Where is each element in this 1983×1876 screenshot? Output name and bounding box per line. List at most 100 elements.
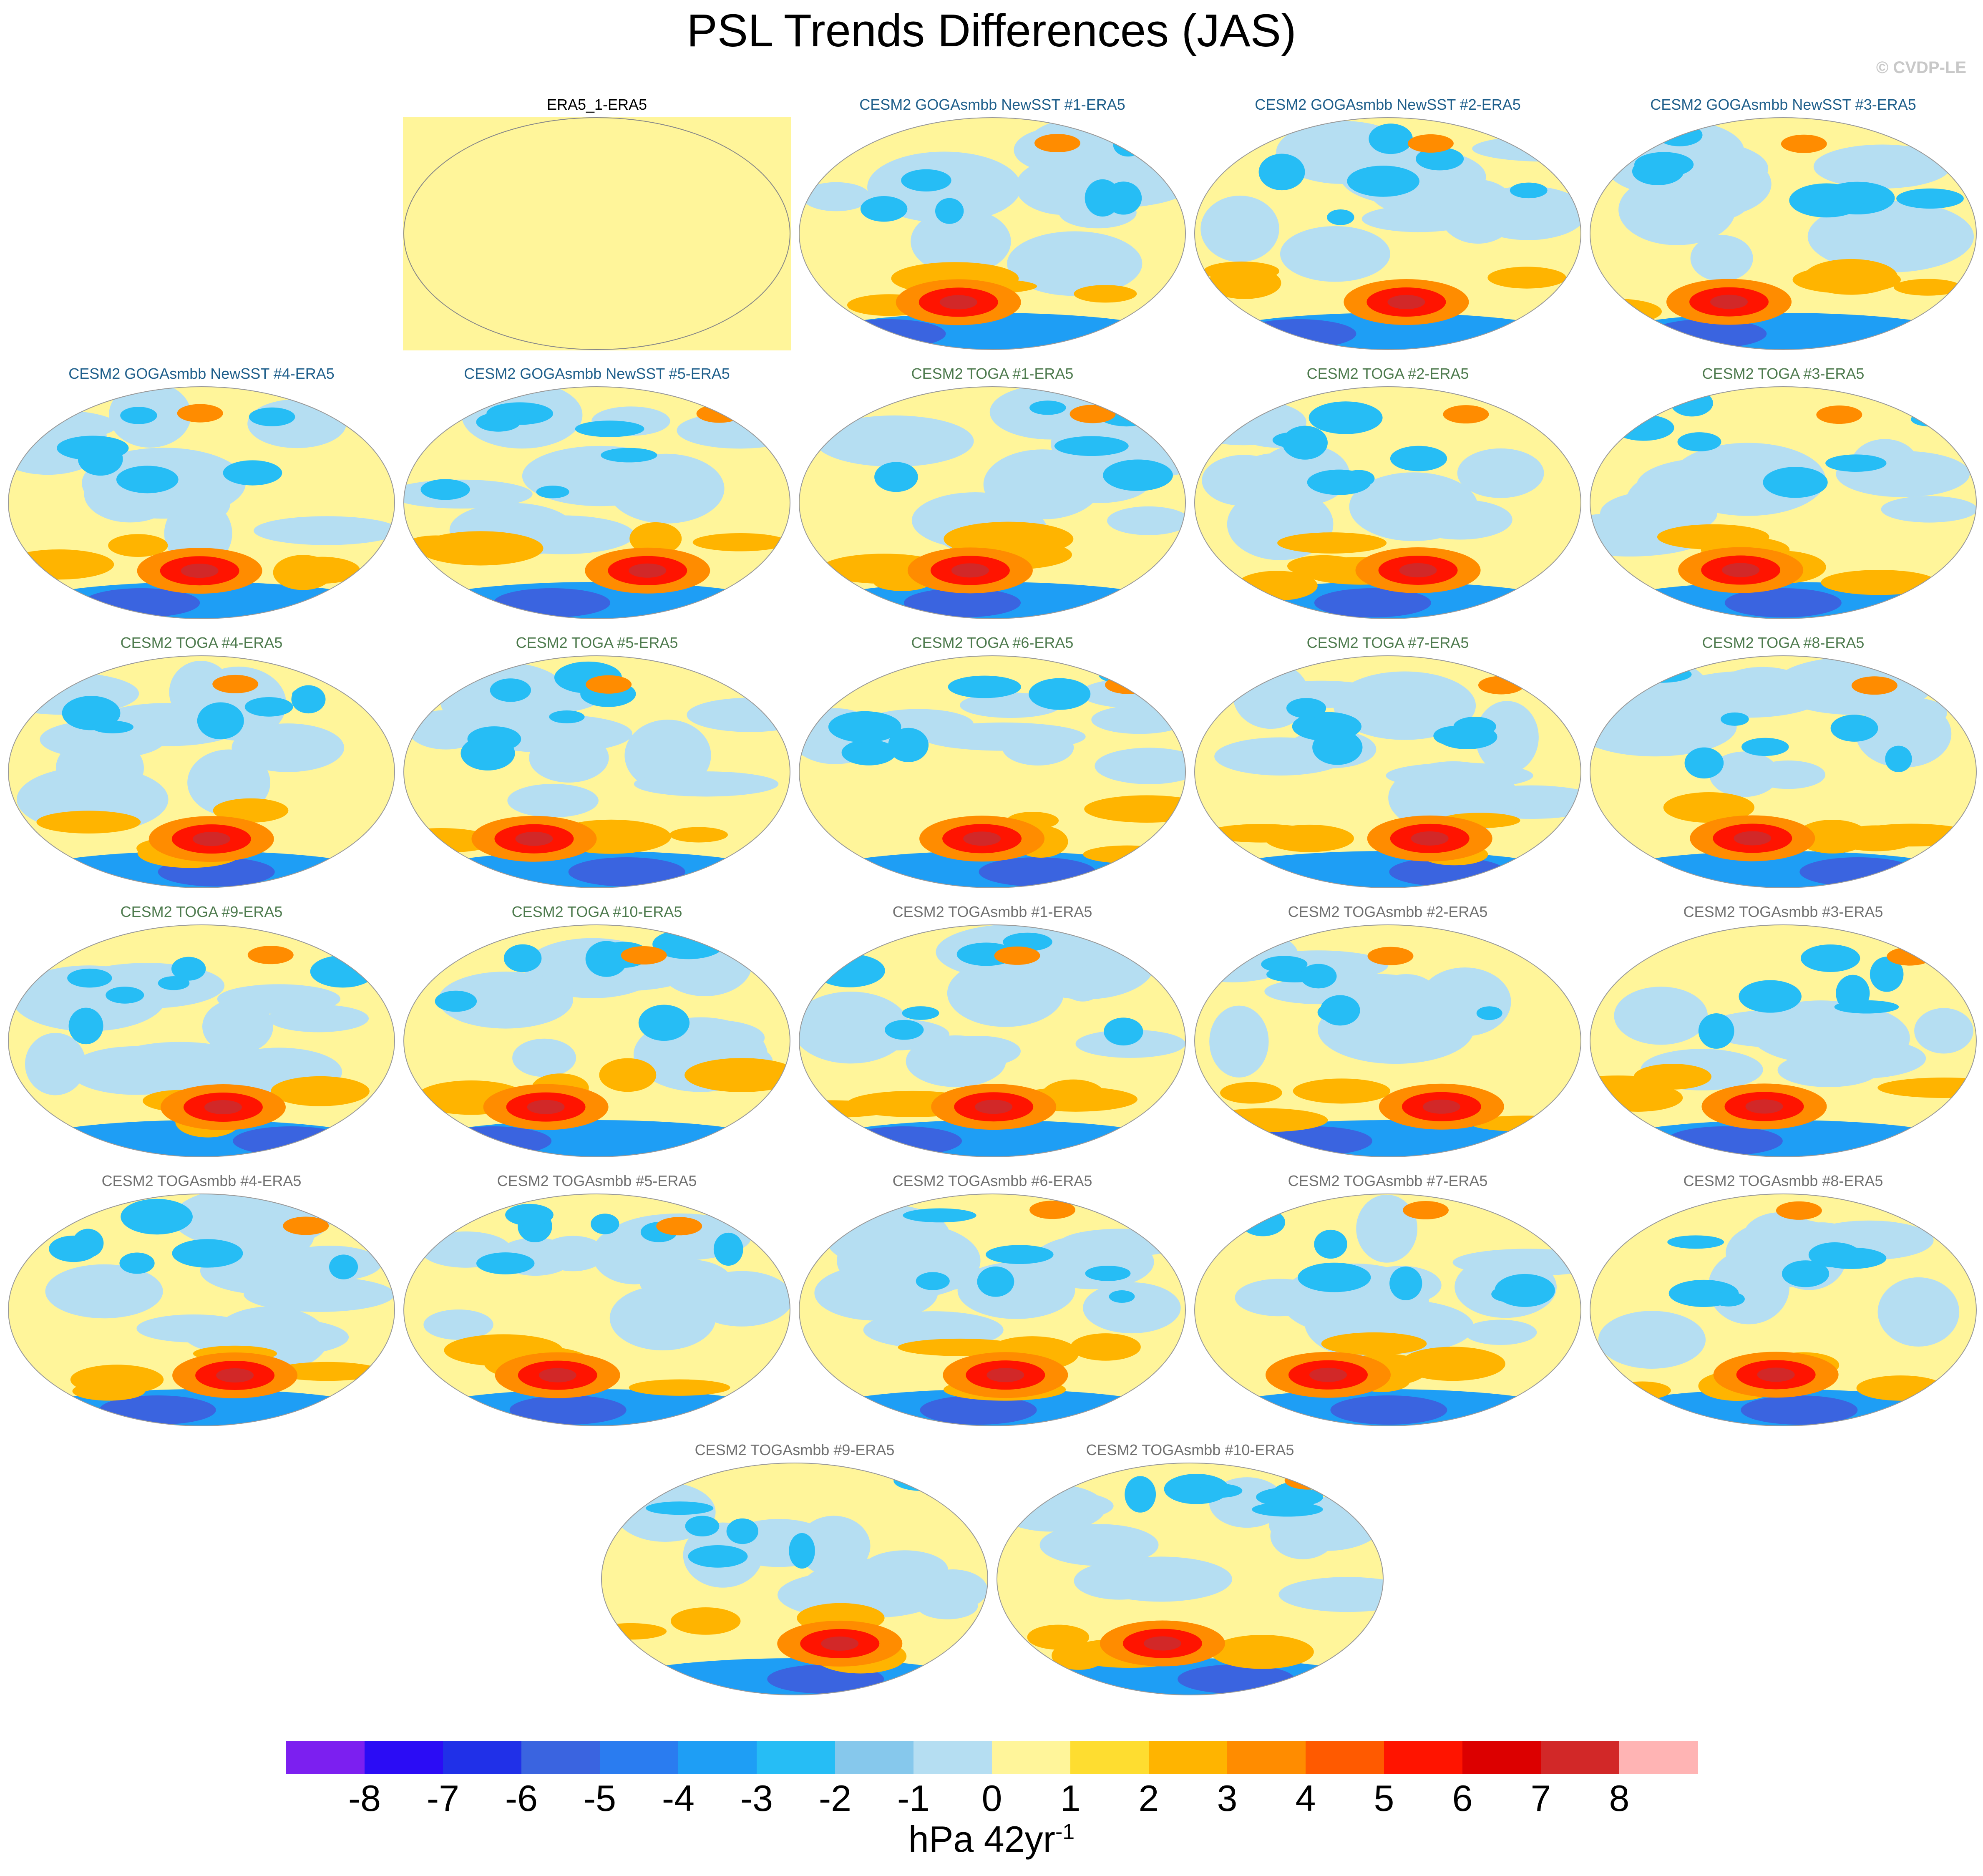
contour-negative <box>1054 436 1129 456</box>
contour-positive-nh <box>1407 134 1454 153</box>
map-outline <box>8 655 395 888</box>
contour-negative <box>1834 1000 1899 1014</box>
contour-negative <box>172 1239 243 1268</box>
contour-negative <box>1314 1229 1347 1259</box>
contour-negative <box>1896 188 1964 209</box>
contour-positive-peak <box>1143 1636 1181 1651</box>
panel-title: CESM2 TOGA #9-ERA5 <box>120 903 283 920</box>
map-6 <box>403 386 790 619</box>
map-panel: CESM2 TOGA #1-ERA5 <box>798 365 1186 619</box>
contour-negative-weak <box>1002 729 1074 766</box>
map-outline <box>799 117 1186 350</box>
contour-positive <box>1877 1078 1976 1098</box>
contour-negative <box>713 1232 743 1266</box>
colorbar-box <box>1070 1741 1149 1774</box>
panel-title: CESM2 TOGA #7-ERA5 <box>1306 634 1469 651</box>
contour-negative-weak <box>69 1046 204 1095</box>
contour-positive-peak <box>951 563 989 578</box>
map-panel: CESM2 TOGAsmbb #4-ERA5 <box>8 1172 395 1426</box>
contour-positive <box>108 534 168 557</box>
contour-negative-weak <box>1007 231 1142 296</box>
panel-title: ERA5_1-ERA5 <box>546 96 647 113</box>
contour-positive <box>1321 1332 1427 1355</box>
contour-negative <box>1741 738 1789 756</box>
panel-title: CESM2 GOGAsmbb NewSST #3-ERA5 <box>1650 96 1916 113</box>
contour-southern-strong <box>1799 857 1917 886</box>
map-outline <box>1194 655 1581 888</box>
contour-negative-weak <box>637 463 707 499</box>
contour-negative <box>106 987 144 1004</box>
contour-negative-weak <box>801 182 871 212</box>
map-outline <box>1590 386 1977 619</box>
contour-positive <box>272 1362 382 1381</box>
colorbar-tick-label: -4 <box>662 1778 695 1819</box>
map-outline <box>997 1463 1384 1695</box>
map-9 <box>1590 386 1977 619</box>
colorbar-box <box>1306 1741 1384 1774</box>
map-12 <box>799 655 1186 888</box>
contour-negative <box>120 407 157 424</box>
contour-negative <box>1453 717 1496 737</box>
map-panel: CESM2 TOGAsmbb #5-ERA5 <box>403 1172 791 1426</box>
contour-positive-peak <box>1722 563 1760 577</box>
contour-negative <box>874 462 918 492</box>
contour-negative <box>1258 154 1305 191</box>
contour-negative <box>158 976 190 990</box>
contour-negative-weak <box>1074 1562 1165 1600</box>
map-outline <box>799 386 1186 619</box>
contour-negative-weak <box>512 1038 576 1077</box>
contour-positive-nh <box>212 675 259 693</box>
contour-negative <box>223 460 282 486</box>
map-panel: CESM2 TOGA #8-ERA5 <box>1589 634 1977 888</box>
map-25 <box>601 1463 988 1695</box>
contour-negative <box>67 968 112 988</box>
map-panel: CESM2 TOGAsmbb #7-ERA5 <box>1194 1172 1582 1426</box>
contour-southern-strong <box>1239 319 1356 348</box>
contour-positive-peak <box>963 831 1001 846</box>
contour-positive <box>669 827 728 843</box>
contour-positive-peak <box>1411 831 1449 846</box>
colorbar-box <box>1541 1741 1620 1774</box>
map-17 <box>799 924 1186 1157</box>
map-background <box>403 117 791 350</box>
contour-negative <box>435 990 477 1012</box>
panel-title: CESM2 TOGAsmbb #8-ERA5 <box>1683 1172 1883 1189</box>
map-outline <box>403 386 790 619</box>
contour-negative <box>1261 956 1308 973</box>
colorbar-box <box>600 1741 679 1774</box>
map-18 <box>1194 924 1581 1157</box>
contour-negative <box>888 728 929 763</box>
contour-positive-peak <box>1757 1367 1795 1382</box>
contour-negative <box>685 1516 720 1536</box>
contour-negative-weak <box>917 1592 978 1619</box>
map-outline <box>1194 386 1581 619</box>
panel-title: CESM2 TOGA #10-ERA5 <box>511 903 682 920</box>
contour-negative-weak <box>1709 751 1779 797</box>
colorbar-box <box>1227 1741 1306 1774</box>
contour-negative-weak <box>1877 1277 1960 1347</box>
contour-positive-nh <box>1478 676 1524 695</box>
contour-negative <box>1269 1482 1315 1515</box>
contour-negative <box>1320 995 1360 1026</box>
contour-negative-weak <box>1856 700 1952 768</box>
contour-negative-weak <box>1107 506 1185 535</box>
contour-positive-peak <box>1422 1099 1460 1114</box>
contour-positive-peak <box>192 832 230 846</box>
contour-negative <box>1491 1286 1529 1302</box>
contour-positive-peak <box>1399 563 1437 577</box>
contour-negative <box>1109 1290 1135 1303</box>
map-panel: CESM2 GOGAsmbb NewSST #2-ERA5 <box>1194 96 1582 350</box>
contour-southern-strong <box>435 1126 552 1156</box>
map-8 <box>1194 386 1581 619</box>
colorbar-tick-label: -5 <box>583 1778 617 1819</box>
contour-negative <box>1677 432 1721 452</box>
contour-negative-weak <box>507 783 599 818</box>
contour-negative-weak <box>1235 1279 1325 1317</box>
contour-positive <box>1834 825 1918 851</box>
contour-southern-strong <box>1724 588 1842 617</box>
map-outline <box>8 924 395 1157</box>
contour-negative-weak <box>1333 671 1476 740</box>
contour-positive <box>1070 1333 1141 1361</box>
contour-negative <box>1098 665 1152 684</box>
contour-negative-weak <box>1690 235 1753 282</box>
